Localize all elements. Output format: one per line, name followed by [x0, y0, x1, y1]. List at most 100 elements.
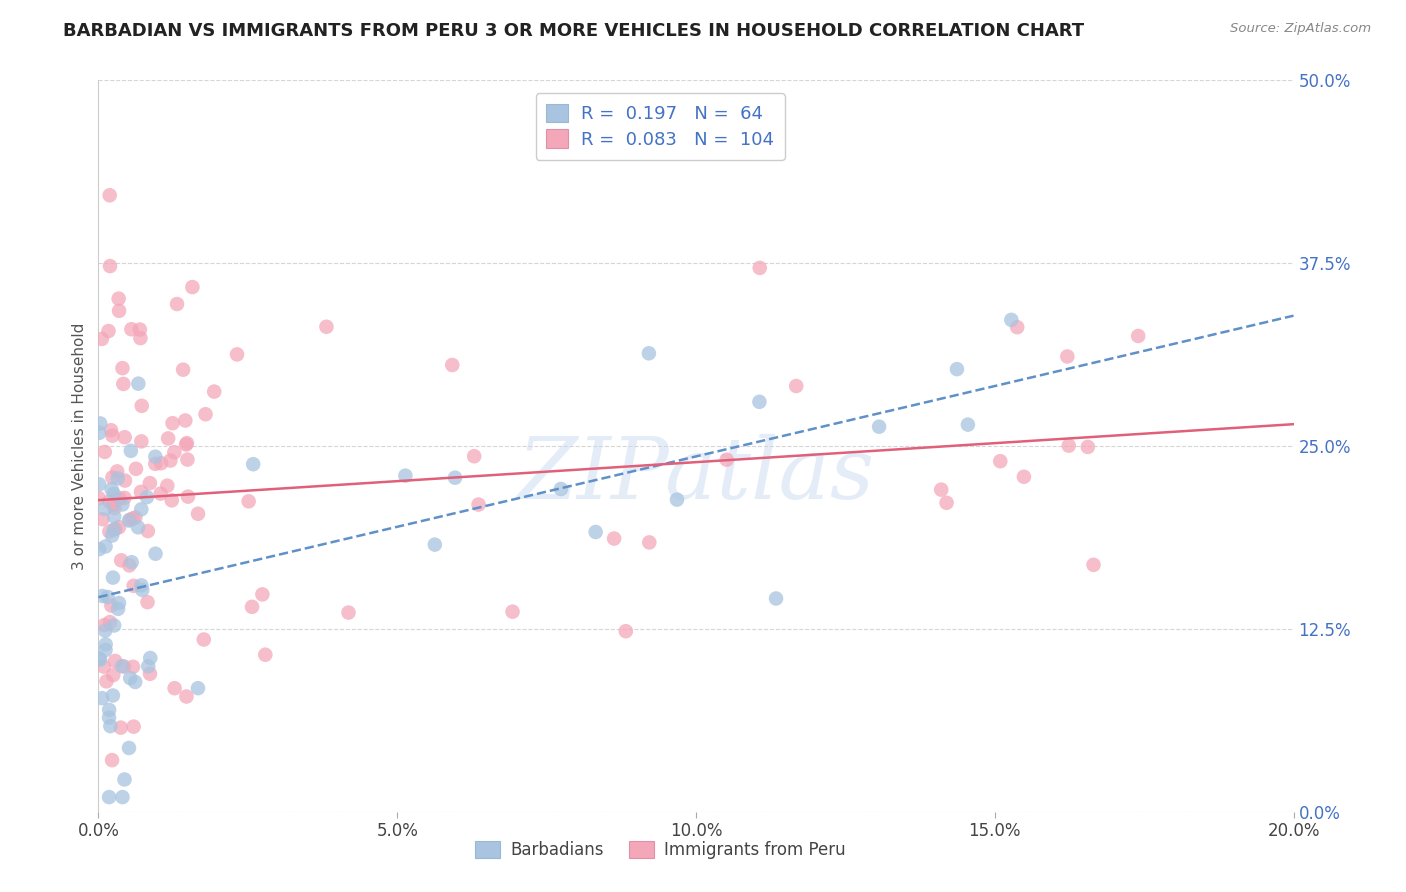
Point: [96, 674, 118, 689]
Point: [107, 292, 129, 306]
Point: [108, 520, 131, 534]
Point: [156, 478, 179, 492]
Point: [91, 691, 114, 706]
Point: [614, 624, 637, 639]
Point: [638, 535, 661, 549]
Point: [127, 520, 149, 534]
Point: [101, 498, 124, 512]
Point: [90, 332, 112, 346]
Point: [93, 618, 115, 632]
Point: [1012, 470, 1035, 484]
Point: [315, 319, 337, 334]
Point: [252, 587, 274, 601]
Point: [139, 666, 162, 681]
Point: [98, 524, 121, 539]
Point: [103, 501, 125, 516]
Point: [103, 668, 125, 682]
Point: [118, 741, 141, 756]
Point: [716, 452, 738, 467]
Point: [110, 553, 132, 567]
Point: [104, 654, 127, 668]
Point: [226, 347, 249, 361]
Point: [91, 512, 114, 526]
Point: [1077, 440, 1099, 454]
Point: [122, 579, 145, 593]
Point: [129, 331, 152, 345]
Point: [100, 483, 122, 497]
Y-axis label: 3 or more Vehicles in Household: 3 or more Vehicles in Household: [72, 322, 87, 570]
Point: [502, 605, 524, 619]
Point: [162, 416, 184, 430]
Point: [935, 496, 957, 510]
Point: [139, 476, 162, 491]
Point: [118, 514, 141, 528]
Point: [157, 432, 180, 446]
Point: [585, 524, 607, 539]
Point: [98, 703, 121, 717]
Point: [150, 456, 173, 470]
Point: [868, 419, 890, 434]
Point: [1005, 320, 1028, 334]
Point: [94, 540, 117, 554]
Point: [160, 493, 183, 508]
Point: [423, 538, 446, 552]
Legend: Barbadians, Immigrants from Peru: Barbadians, Immigrants from Peru: [468, 834, 852, 865]
Point: [98, 710, 121, 724]
Point: [988, 454, 1011, 468]
Point: [1056, 350, 1078, 364]
Point: [174, 437, 197, 451]
Point: [103, 618, 125, 632]
Point: [118, 558, 141, 573]
Point: [785, 379, 807, 393]
Point: [163, 445, 186, 459]
Point: [176, 690, 198, 704]
Point: [127, 376, 149, 391]
Point: [139, 651, 162, 665]
Point: [97, 324, 120, 338]
Point: [114, 430, 136, 444]
Point: [112, 659, 135, 673]
Point: [98, 719, 121, 733]
Point: [166, 297, 188, 311]
Point: [1000, 313, 1022, 327]
Point: [89, 542, 111, 557]
Point: [1128, 329, 1150, 343]
Point: [136, 524, 159, 538]
Point: [238, 494, 260, 508]
Point: [131, 578, 153, 592]
Point: [107, 471, 129, 485]
Point: [108, 596, 131, 610]
Point: [101, 470, 124, 484]
Point: [121, 555, 143, 569]
Point: [946, 362, 969, 376]
Text: Source: ZipAtlas.com: Source: ZipAtlas.com: [1230, 22, 1371, 36]
Point: [101, 528, 124, 542]
Point: [100, 423, 122, 437]
Point: [89, 653, 111, 667]
Point: [98, 615, 121, 629]
Point: [202, 384, 225, 399]
Point: [103, 487, 125, 501]
Point: [1057, 439, 1080, 453]
Point: [136, 659, 159, 673]
Point: [101, 689, 124, 703]
Point: [145, 547, 167, 561]
Point: [105, 464, 128, 478]
Point: [97, 590, 120, 604]
Point: [89, 425, 111, 440]
Point: [101, 571, 124, 585]
Point: [91, 589, 114, 603]
Point: [603, 532, 626, 546]
Point: [177, 490, 200, 504]
Point: [131, 582, 153, 597]
Point: [107, 602, 129, 616]
Point: [143, 457, 166, 471]
Point: [748, 260, 770, 275]
Point: [118, 513, 141, 527]
Point: [94, 637, 117, 651]
Point: [100, 599, 122, 613]
Point: [131, 434, 153, 449]
Point: [89, 417, 111, 431]
Point: [187, 507, 209, 521]
Point: [337, 606, 360, 620]
